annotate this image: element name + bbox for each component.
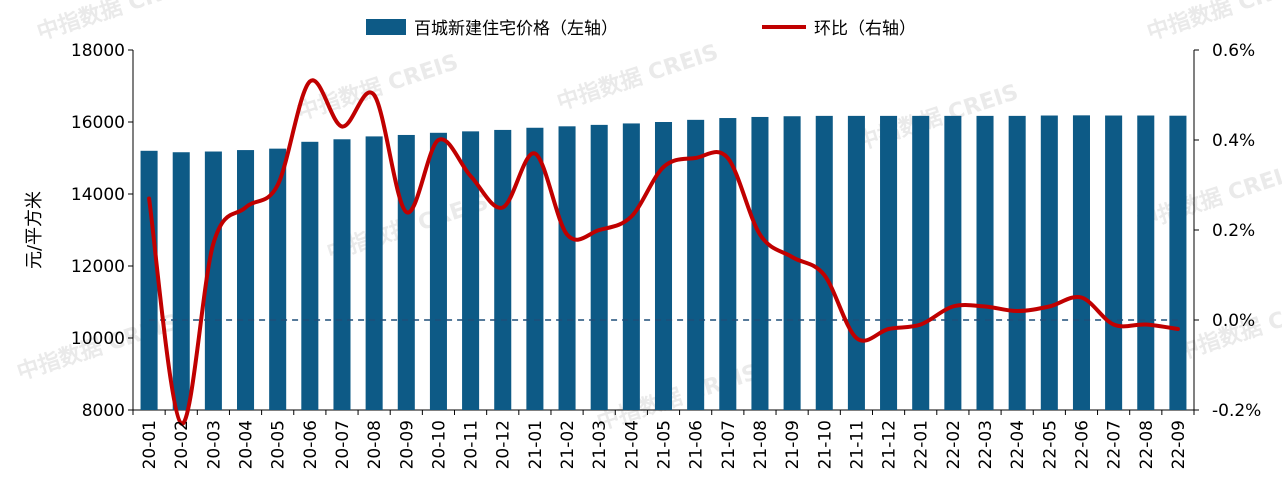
x-tick-label: 20-10 — [429, 420, 449, 469]
x-tick-label: 20-12 — [494, 420, 514, 469]
right-tick-label: 0.2% — [1212, 221, 1255, 241]
x-tick-label: 22-08 — [1137, 420, 1157, 469]
bar-20-04 — [237, 150, 255, 410]
bar-21-07 — [719, 118, 737, 410]
x-tick-label: 22-04 — [1008, 420, 1028, 469]
bar-22-08 — [1137, 115, 1155, 411]
bar-22-04 — [1008, 115, 1026, 410]
x-tick-label: 20-07 — [333, 420, 353, 469]
x-tick-label: 20-01 — [140, 420, 160, 469]
x-tick-label: 20-05 — [269, 420, 289, 469]
bar-series — [140, 115, 1187, 411]
bar-20-05 — [269, 148, 287, 410]
bar-21-02 — [558, 126, 576, 410]
x-tick-label: 22-01 — [912, 420, 932, 469]
ticks: 8000 10000 12000 14000 16000 18000 -0.2% 0.0% 0.… — [71, 41, 1261, 469]
bar-21-04 — [622, 123, 640, 410]
x-tick-label: 20-04 — [237, 420, 257, 469]
watermark-text: 中指数据 CREIS — [1144, 0, 1282, 46]
right-tick-label: 0.4% — [1212, 131, 1255, 151]
bar-21-06 — [687, 119, 705, 410]
legend-bar-swatch — [366, 19, 406, 35]
x-tick-label: 20-11 — [462, 420, 482, 469]
x-tick-label: 22-06 — [1072, 420, 1092, 469]
bar-22-07 — [1105, 115, 1123, 411]
x-tick-label: 20-09 — [397, 420, 417, 469]
x-tick-label: 21-08 — [751, 420, 771, 469]
x-tick-label: 21-02 — [558, 420, 578, 469]
bar-20-09 — [397, 134, 415, 410]
x-tick-label: 22-09 — [1169, 420, 1189, 469]
x-tick-label: 20-06 — [301, 420, 321, 469]
x-tick-label: 22-05 — [1040, 420, 1060, 469]
mom-change-line — [147, 78, 1180, 426]
right-tick-label: 0.0% — [1212, 311, 1255, 331]
x-tick-label: 22-02 — [944, 420, 964, 469]
bar-22-01 — [912, 115, 930, 410]
bar-20-06 — [301, 141, 319, 411]
left-tick-label: 8000 — [82, 401, 125, 421]
x-tick-label: 21-05 — [655, 420, 675, 469]
bar-22-06 — [1072, 115, 1090, 410]
bar-21-01 — [526, 127, 544, 410]
y-axis-title: 元/平方米 — [24, 191, 45, 269]
bar-20-08 — [365, 136, 383, 410]
bar-21-05 — [654, 122, 673, 410]
x-tick-label: 21-01 — [526, 420, 546, 469]
y-axis-title-text: 元/平方米 — [24, 191, 45, 269]
watermark-text: 中指数据 CREIS — [1134, 159, 1282, 236]
bar-21-10 — [815, 115, 833, 410]
x-tick-label: 22-03 — [976, 420, 996, 469]
bar-20-10 — [429, 132, 447, 411]
x-tick-label: 20-02 — [172, 420, 192, 469]
left-tick-label: 16000 — [71, 113, 125, 133]
bar-22-03 — [976, 115, 994, 410]
bar-20-12 — [494, 129, 512, 411]
legend-line-label: 环比（右轴） — [814, 19, 916, 39]
bar-22-05 — [1040, 115, 1058, 411]
bar-22-02 — [944, 115, 962, 410]
bar-21-08 — [751, 116, 769, 411]
x-tick-label: 21-10 — [815, 420, 835, 469]
bar-20-01 — [140, 150, 158, 411]
left-tick-label: 12000 — [71, 257, 125, 277]
bar-21-03 — [590, 124, 608, 410]
x-tick-label: 20-08 — [365, 420, 385, 469]
right-tick-label: 0.6% — [1212, 41, 1255, 61]
x-tick-label: 21-12 — [880, 420, 900, 469]
watermark-text: 中指数据 CREIS — [34, 0, 202, 46]
x-tick-label: 21-06 — [687, 420, 707, 469]
bar-20-02 — [172, 152, 190, 411]
bar-20-11 — [462, 131, 480, 411]
watermark-text: 中指数据 CREIS — [854, 79, 1022, 156]
left-tick-label: 10000 — [71, 329, 125, 349]
bar-20-03 — [204, 151, 222, 410]
bar-20-07 — [333, 139, 351, 410]
legend: 百城新建住宅价格（左轴） 环比（右轴） — [366, 19, 916, 39]
left-tick-label: 14000 — [71, 185, 125, 205]
left-tick-label: 18000 — [71, 41, 125, 61]
bar-21-11 — [847, 115, 865, 410]
legend-bar-label: 百城新建住宅价格（左轴） — [414, 19, 618, 39]
bar-22-09 — [1169, 115, 1187, 410]
line-series — [147, 78, 1180, 426]
x-tick-label: 21-09 — [783, 420, 803, 469]
x-tick-label: 21-07 — [719, 420, 739, 469]
x-tick-label: 21-11 — [847, 420, 867, 469]
watermarks: 中指数据 CREIS 中指数据 CREIS 中指数据 CREIS 中指数据 CREIS… — [14, 0, 1282, 436]
x-tick-label: 21-03 — [590, 420, 610, 469]
bar-21-12 — [880, 115, 898, 410]
x-tick-label: 20-03 — [204, 420, 224, 469]
watermark-text: 中指数据 CREIS — [554, 39, 722, 116]
right-tick-label: -0.2% — [1212, 401, 1261, 421]
x-tick-label: 22-07 — [1105, 420, 1125, 469]
bar-21-09 — [783, 116, 801, 411]
x-tick-label: 21-04 — [622, 420, 642, 469]
